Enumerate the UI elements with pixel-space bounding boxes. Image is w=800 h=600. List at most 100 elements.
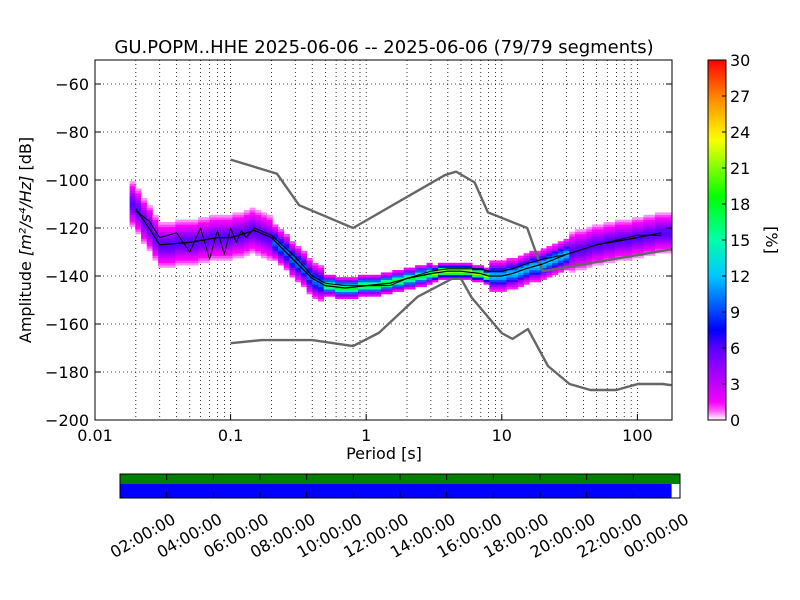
histogram-cell [300, 250, 308, 254]
histogram-cell [238, 231, 245, 235]
histogram-cell [255, 226, 262, 230]
histogram-cell [420, 267, 427, 271]
histogram-cell [586, 265, 593, 268]
histogram-cell [169, 241, 176, 244]
histogram-cell [489, 279, 496, 283]
histogram-cell [609, 229, 616, 232]
histogram-cell [243, 253, 250, 256]
x-tick-label: 0.01 [77, 426, 113, 445]
histogram-cell [557, 241, 564, 244]
histogram-cell [506, 286, 513, 290]
histogram-cell [209, 243, 216, 247]
histogram-cell [192, 234, 199, 237]
histogram-cell [232, 234, 239, 237]
histogram-cell [192, 219, 199, 223]
histogram-cell [135, 205, 142, 208]
histogram-cell [129, 212, 136, 216]
histogram-cell [186, 253, 193, 256]
histogram-cell [375, 289, 382, 292]
histogram-cell [489, 262, 496, 266]
histogram-cell [163, 262, 170, 266]
histogram-cell [186, 246, 193, 249]
histogram-cell [266, 234, 273, 237]
histogram-cell [318, 272, 325, 276]
histogram-cell [232, 255, 239, 259]
histogram-cell [209, 258, 216, 261]
histogram-cell [175, 262, 182, 266]
histogram-cell [129, 183, 136, 187]
histogram-cell [278, 236, 285, 240]
histogram-cell [158, 238, 165, 242]
histogram-cell [660, 246, 667, 249]
histogram-cell [346, 294, 353, 297]
histogram-cell [146, 222, 153, 225]
histogram-cell [654, 238, 661, 242]
histogram-cell [152, 253, 159, 256]
histogram-cell [312, 286, 319, 290]
histogram-cell [649, 214, 656, 218]
histogram-cell [357, 291, 365, 295]
histogram-cell [357, 274, 365, 278]
histogram-cell [135, 193, 142, 196]
histogram-cell [352, 294, 359, 297]
histogram-cell [557, 270, 564, 273]
histogram-cell [175, 236, 182, 240]
histogram-cell [506, 284, 513, 288]
histogram-cell [243, 222, 250, 225]
histogram-cell [614, 234, 622, 237]
histogram-cell [506, 262, 513, 266]
histogram-cell [523, 282, 530, 285]
histogram-cell [169, 255, 176, 259]
histogram-cell [158, 246, 165, 249]
histogram-cell [620, 234, 627, 237]
histogram-cell [392, 279, 399, 283]
histogram-cell [295, 250, 302, 254]
histogram-cell [203, 224, 210, 228]
histogram-cell [141, 234, 148, 237]
histogram-cell [272, 226, 279, 230]
histogram-cell [243, 229, 250, 232]
histogram-cell [380, 291, 387, 295]
histogram-cell [609, 260, 616, 264]
histogram-cell [517, 284, 524, 288]
histogram-cell [146, 207, 153, 211]
histogram-cell [643, 222, 650, 225]
histogram-cell [203, 260, 210, 264]
histogram-cell [266, 231, 273, 235]
histogram-cell [597, 226, 604, 230]
histogram-cell [158, 258, 165, 261]
histogram-cell [495, 286, 502, 290]
histogram-cell [626, 229, 633, 232]
histogram-cell [626, 250, 633, 254]
histogram-cell [198, 255, 205, 259]
histogram-cell [552, 250, 559, 254]
histogram-cell [386, 286, 393, 290]
histogram-cell [415, 270, 422, 273]
histogram-cell [283, 255, 290, 259]
histogram-cell [180, 253, 188, 256]
histogram-cell [512, 267, 519, 271]
histogram-cell [306, 267, 313, 271]
histogram-cell [432, 265, 439, 268]
histogram-cell [209, 226, 216, 230]
histogram-cell [609, 224, 616, 228]
histogram-cell [540, 260, 547, 264]
histogram-cell [329, 282, 336, 285]
histogram-cell [529, 272, 536, 276]
colorbar-label: [%] [762, 226, 781, 254]
low-noise-model-line [230, 277, 672, 392]
histogram-cell [158, 265, 165, 268]
histogram-cell [289, 272, 296, 276]
histogram-cell [403, 272, 410, 276]
histogram-cell [557, 243, 564, 247]
histogram-cell [523, 260, 530, 264]
histogram-cell [163, 229, 170, 232]
histogram-cell [574, 238, 582, 242]
histogram-cell [506, 279, 513, 283]
histogram-cell [260, 246, 268, 249]
histogram-cell [620, 219, 627, 223]
histogram-cell [186, 226, 193, 230]
histogram-cell [500, 260, 507, 264]
histogram-cell [603, 248, 610, 252]
histogram-cell [592, 229, 599, 232]
